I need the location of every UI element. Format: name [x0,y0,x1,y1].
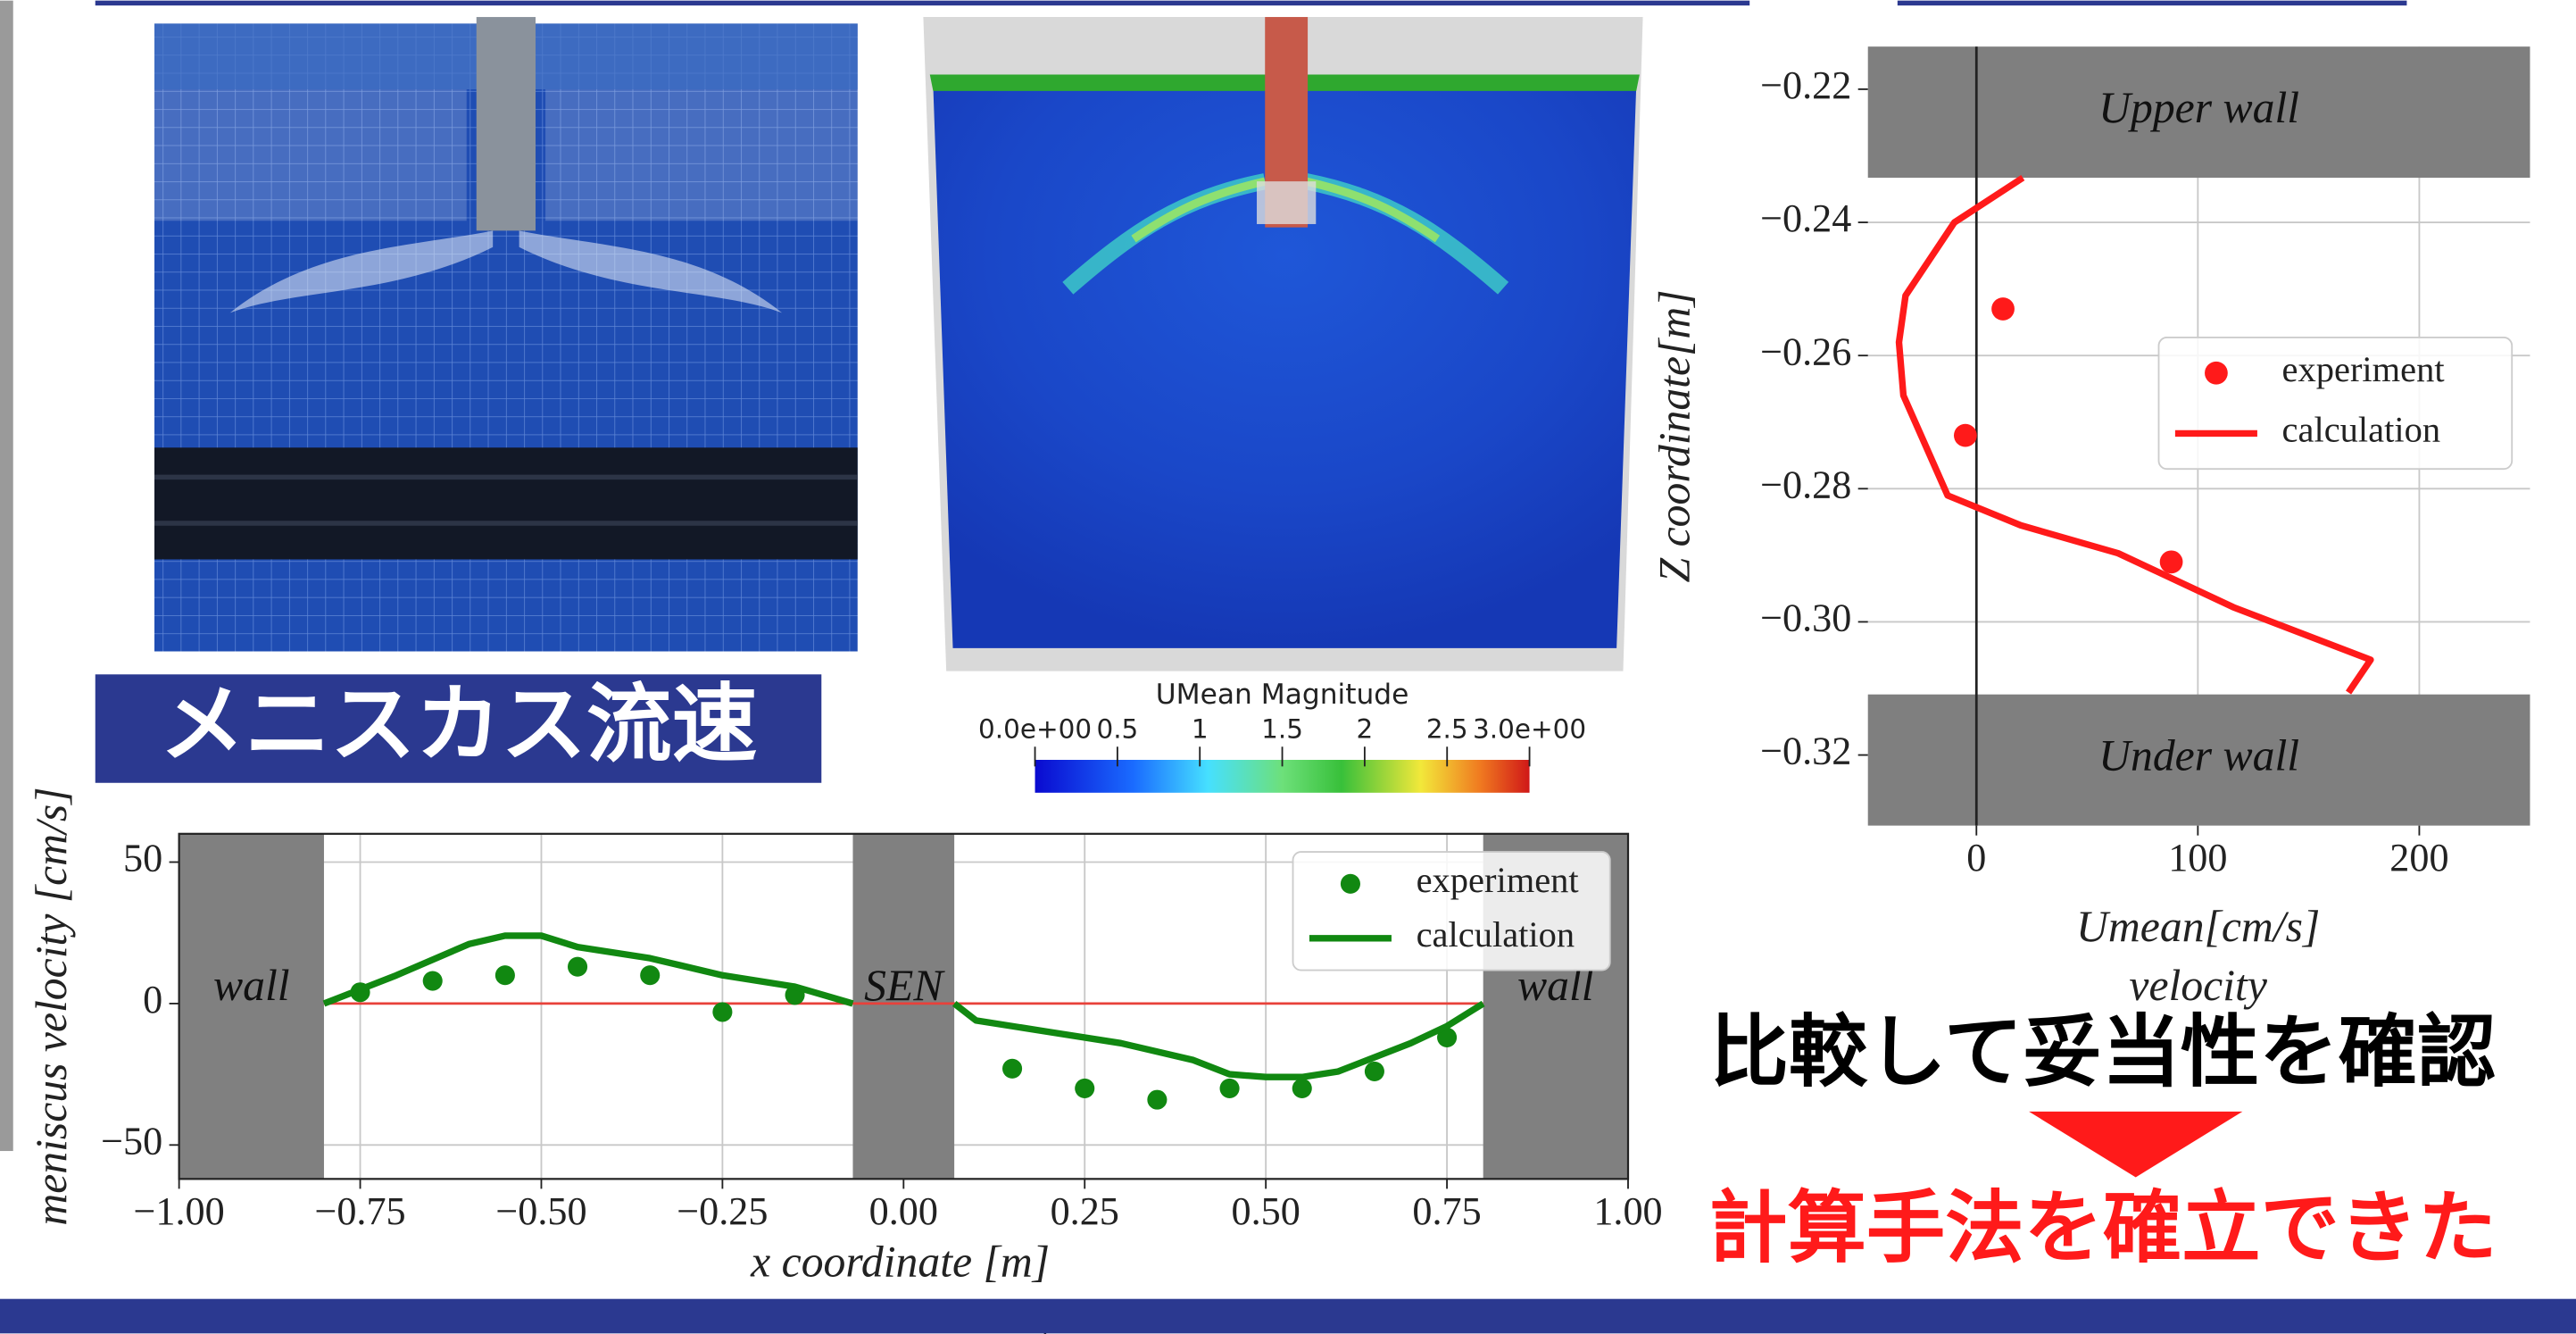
legend-marker [1341,874,1360,894]
y-tick-label: −0.32 [1760,730,1851,773]
colorbar-tick-label: 0.5 [1096,713,1138,744]
x-tick-label: 0.50 [1232,1189,1300,1233]
slide: メニスカス流速 −1.00−0.75−0.50−0.250.000.250.50… [0,0,2576,1334]
region-label: Under wall [2098,731,2299,780]
cfd-image [923,17,1642,671]
experiment-point [423,971,443,991]
top-rule [1898,1,2407,6]
experiment-point [712,1002,732,1021]
x-tick-label: 0.00 [869,1189,938,1233]
x-tick-label: 0.75 [1412,1189,1481,1233]
x-tick-label: 0.25 [1051,1189,1119,1233]
colorbar-title: UMean Magnitude [1156,679,1409,711]
experiment-point [1075,1079,1094,1098]
x-tick-label: −0.75 [314,1189,405,1233]
bottom-band [0,1299,2576,1334]
experiment-point [495,965,515,985]
experiment-photo [154,17,858,651]
y-tick-label: −0.26 [1760,329,1851,373]
y-tick-label: −0.22 [1760,63,1851,107]
x-tick-label: −0.50 [495,1189,586,1233]
colorbar-tick-label: 3.0e+00 [1473,713,1586,744]
y-tick-label: −0.30 [1760,596,1851,640]
legend-label: calculation [1417,914,1575,955]
legend-label: calculation [2282,410,2441,450]
colorbar-tick-label: 1.5 [1261,713,1303,744]
experiment-point [1292,1079,1312,1098]
caption: velocity [2129,961,2267,1010]
experiment-point [1954,424,1977,447]
legend-label: experiment [2282,349,2446,389]
colorbar-tick-label: 0.0e+00 [978,713,1092,744]
x-axis-label: Umean[cm/s] [2076,902,2320,951]
y-tick-label: 0 [143,978,162,1021]
y-tick-label: −50 [101,1119,162,1163]
experiment-point [640,965,660,985]
experiment-point [1365,1062,1384,1081]
experiment-point [1147,1090,1167,1110]
region-label: wall [213,961,290,1010]
x-tick-label: 1.00 [1593,1189,1662,1233]
experiment-point [2160,550,2183,573]
colorbar-tick-label: 2.5 [1426,713,1468,744]
y-axis-label: Z coordinate[m] [1649,289,1699,582]
x-tick-label: 0 [1966,836,1986,880]
banner-title: メニスカス流速 [160,674,758,774]
y-tick-label: −0.24 [1760,196,1851,240]
experiment-point [1002,1059,1022,1079]
experiment-point [1220,1079,1240,1098]
result-text: 計算手法を確立できた [1708,1181,2497,1273]
x-tick-label: −1.00 [134,1189,225,1233]
colorbar-tick-label: 2 [1357,713,1374,744]
compare-text: 比較して妥当性を確認 [1710,1006,2497,1098]
x-tick-label: 100 [2168,836,2227,880]
y-tick-label: −0.28 [1760,463,1851,506]
legend-label: experiment [1417,860,1580,900]
experiment-point [1991,297,2015,321]
left-edge [0,1,13,1151]
colorbar-tick-label: 1 [1192,713,1209,744]
experiment-point [568,957,587,977]
region-label: Upper wall [2098,83,2299,132]
top-rule [96,1,1749,6]
legend-marker [2205,362,2228,385]
x-tick-label: −0.25 [677,1189,768,1233]
x-axis-label: x coordinate [m] [750,1237,1050,1286]
y-tick-label: 50 [123,837,162,880]
y-axis-label: meniscus velocity [cm/s] [27,787,76,1225]
x-tick-label: 200 [2389,836,2448,880]
